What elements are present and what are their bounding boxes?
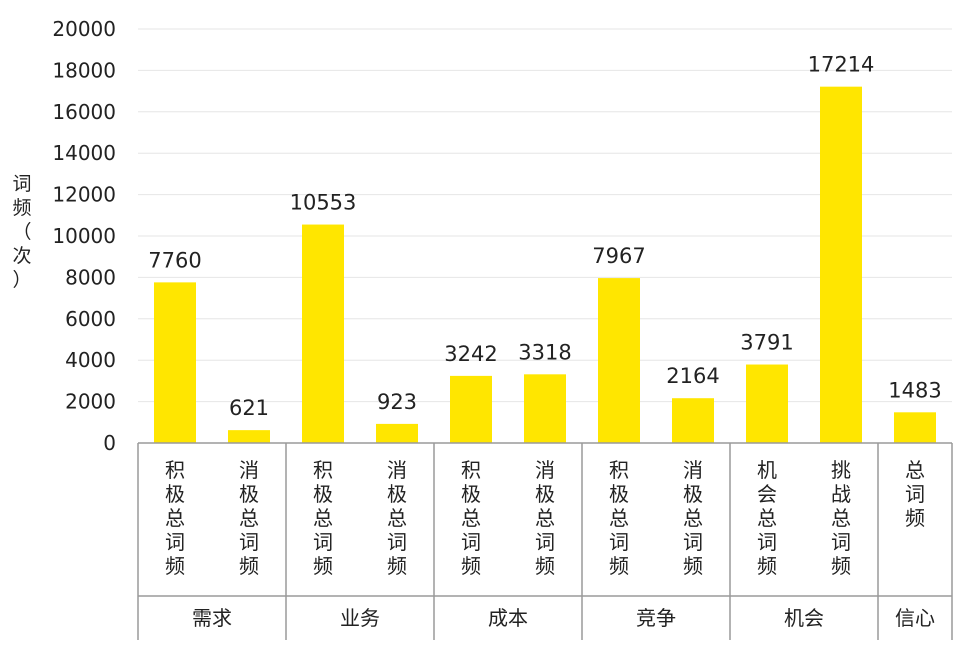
category-label: 消极总词频 (239, 458, 259, 578)
data-label: 1483 (888, 378, 941, 402)
bar (302, 224, 344, 443)
group-label: 竞争 (636, 606, 676, 630)
group-label: 业务 (340, 606, 380, 630)
group-labels: 需求 业务 成本 竞争 机会 信心 (192, 606, 935, 630)
category-label: 总词频 (905, 458, 925, 530)
y-tick-label: 18000 (52, 58, 116, 82)
y-tick-label: 20000 (52, 17, 116, 41)
data-label: 3791 (740, 331, 793, 355)
bar (450, 375, 492, 443)
group-label: 成本 (488, 606, 528, 630)
data-label: 7967 (592, 244, 645, 268)
group-label: 机会 (784, 606, 824, 630)
bars (154, 86, 936, 443)
y-axis-label: 词频（次） (12, 173, 31, 291)
y-axis-ticks: 0 2000 4000 6000 8000 10000 12000 14000 16000 180… (52, 17, 116, 455)
category-labels: 积极总词频 消极总词频 积极总词频 消极总词频 积极总词频 消极总词频 积极总词频 消极总词频… (165, 458, 925, 578)
bar (672, 398, 714, 443)
category-label: 积极总词频 (165, 458, 185, 578)
data-label: 17214 (808, 53, 875, 77)
data-label: 10553 (290, 191, 357, 215)
data-label: 2164 (666, 364, 719, 388)
y-tick-label: 4000 (65, 348, 116, 372)
category-label: 机会总词频 (757, 458, 777, 578)
bar (228, 430, 270, 443)
category-label: 积极总词频 (313, 458, 333, 578)
bar (820, 86, 862, 443)
bar (154, 282, 196, 443)
y-tick-label: 12000 (52, 183, 116, 207)
x-axis (137, 442, 953, 640)
data-label: 3242 (444, 342, 497, 366)
data-label: 621 (229, 396, 269, 420)
data-label: 923 (377, 390, 417, 414)
category-label: 积极总词频 (609, 458, 629, 578)
bar (894, 412, 936, 443)
data-label: 3318 (518, 340, 571, 364)
y-tick-label: 14000 (52, 141, 116, 165)
bar (376, 423, 418, 443)
y-tick-label: 2000 (65, 390, 116, 414)
bar (598, 278, 640, 443)
y-tick-label: 16000 (52, 100, 116, 124)
y-tick-label: 10000 (52, 224, 116, 248)
gridlines (138, 28, 952, 403)
category-label: 消极总词频 (535, 458, 555, 578)
category-label: 消极总词频 (683, 458, 703, 578)
group-label: 需求 (192, 606, 232, 630)
category-label: 挑战总词频 (831, 458, 851, 578)
data-labels: 7760 621 10553 923 3242 3318 7967 2164 3791 17214… (148, 53, 941, 420)
y-tick-label: 8000 (65, 265, 116, 289)
y-tick-label: 0 (103, 431, 116, 455)
bar (524, 374, 566, 443)
group-label: 信心 (895, 606, 935, 630)
bar (746, 364, 788, 443)
y-tick-label: 6000 (65, 307, 116, 331)
category-label: 消极总词频 (387, 458, 407, 578)
category-label: 积极总词频 (461, 458, 481, 578)
data-label: 7760 (148, 248, 201, 272)
